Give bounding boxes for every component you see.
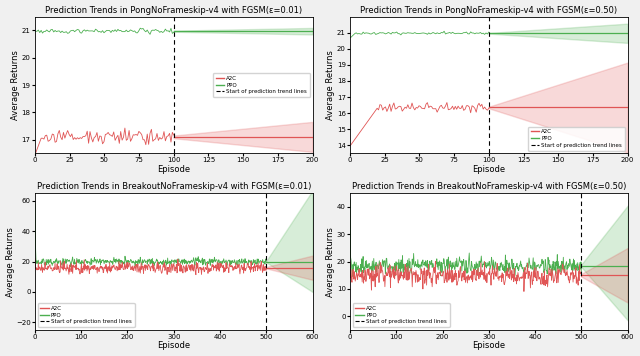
Y-axis label: Average Returns: Average Returns [326,227,335,297]
Title: Prediction Trends in PongNoFrameskip-v4 with FGSM(ε=0.50): Prediction Trends in PongNoFrameskip-v4 … [360,6,618,15]
X-axis label: Episode: Episode [157,341,190,350]
Title: Prediction Trends in BreakoutNoFrameskip-v4 with FGSM(ε=0.50): Prediction Trends in BreakoutNoFrameskip… [351,182,626,191]
Legend: A2C, PPO, Start of prediction trend lines: A2C, PPO, Start of prediction trend line… [38,303,134,327]
Y-axis label: Average Returns: Average Returns [6,227,15,297]
Legend: A2C, PPO, Start of prediction trend lines: A2C, PPO, Start of prediction trend line… [528,127,625,151]
X-axis label: Episode: Episode [157,165,190,174]
Legend: A2C, PPO, Start of prediction trend lines: A2C, PPO, Start of prediction trend line… [353,303,449,327]
X-axis label: Episode: Episode [472,165,506,174]
Title: Prediction Trends in PongNoFrameskip-v4 with FGSM(ε=0.01): Prediction Trends in PongNoFrameskip-v4 … [45,6,302,15]
Legend: A2C, PPO, Start of prediction trend lines: A2C, PPO, Start of prediction trend line… [213,73,310,97]
Y-axis label: Average Returns: Average Returns [12,50,20,120]
Title: Prediction Trends in BreakoutNoFrameskip-v4 with FGSM(ε=0.01): Prediction Trends in BreakoutNoFrameskip… [36,182,311,191]
X-axis label: Episode: Episode [472,341,506,350]
Y-axis label: Average Returns: Average Returns [326,50,335,120]
